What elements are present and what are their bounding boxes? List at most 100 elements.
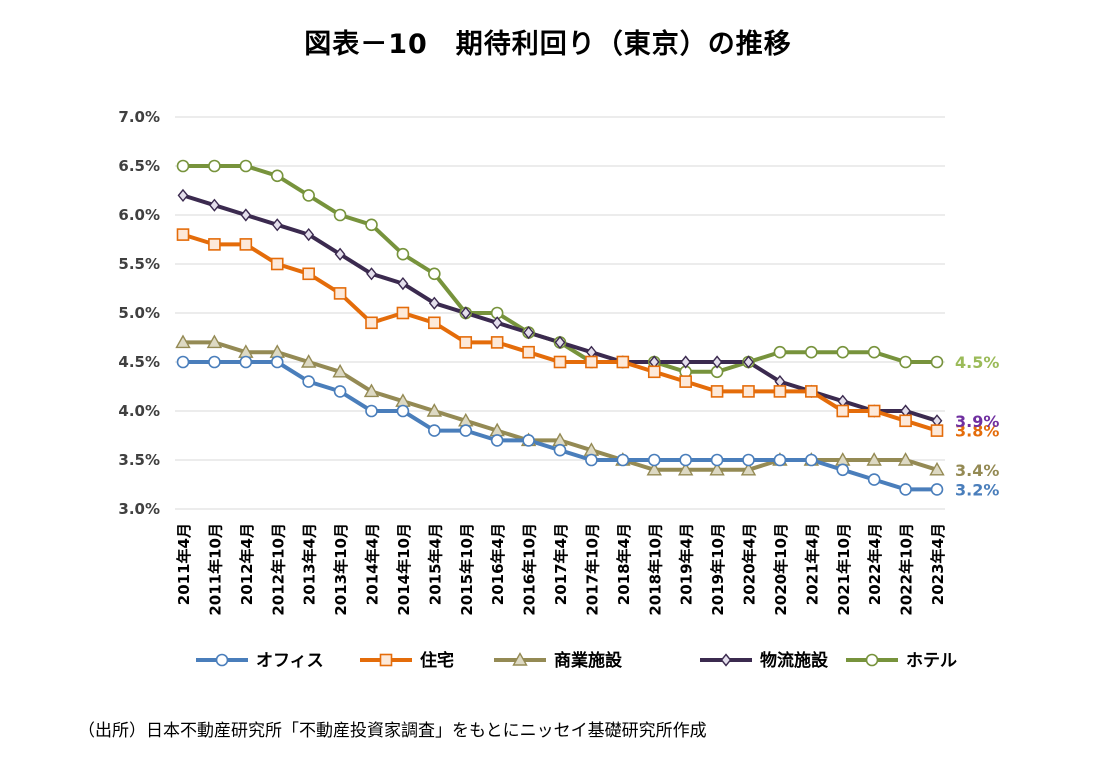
y-tick-label: 6.5% — [118, 157, 160, 175]
data-point — [428, 267, 441, 281]
y-tick-label: 4.5% — [118, 353, 160, 371]
data-point — [805, 453, 818, 467]
data-point — [209, 198, 220, 212]
data-point — [929, 461, 945, 476]
data-point — [177, 188, 189, 203]
data-point — [805, 385, 818, 398]
data-point — [680, 355, 692, 369]
x-tick-label: 2015年4月 — [426, 523, 444, 605]
data-point — [646, 461, 662, 476]
data-point — [616, 453, 630, 467]
data-point — [710, 453, 724, 467]
data-point — [215, 653, 229, 667]
data-point — [396, 247, 410, 261]
series-line — [182, 193, 938, 423]
series-end-label: 3.9% — [955, 412, 999, 431]
x-tick-label: 2011年10月 — [206, 523, 224, 616]
data-point — [866, 452, 882, 466]
data-point — [428, 424, 441, 437]
data-point — [365, 218, 378, 232]
x-tick-label: 2020年10月 — [772, 523, 790, 616]
x-tick-label: 2021年4月 — [803, 523, 821, 605]
data-point — [239, 355, 253, 369]
data-point — [332, 363, 348, 378]
data-point — [867, 473, 881, 486]
data-point — [379, 653, 393, 667]
data-point — [647, 365, 661, 379]
data-point — [428, 296, 440, 310]
data-point — [523, 325, 534, 340]
source-note: （出所）日本不動産研究所「不動産投資家調査」をもとにニッセイ基礎研究所作成 — [78, 721, 707, 741]
data-point — [366, 267, 377, 281]
chart-title: 図表－10 期待利回り（東京）の推移 — [304, 29, 792, 60]
x-tick-label: 2019年10月 — [709, 523, 727, 616]
data-point — [208, 159, 221, 173]
data-point — [396, 404, 410, 418]
data-point — [930, 483, 944, 496]
data-point — [303, 227, 315, 242]
data-point — [647, 453, 661, 467]
data-point — [585, 453, 598, 467]
x-tick-label: 2022年10月 — [898, 523, 916, 616]
data-point — [426, 403, 443, 417]
data-point — [270, 257, 284, 271]
data-point — [836, 463, 850, 477]
data-point — [334, 247, 346, 261]
data-point — [899, 414, 912, 428]
y-tick-label: 3.0% — [118, 500, 160, 518]
data-point — [491, 316, 503, 330]
data-point — [773, 345, 787, 359]
data-point — [836, 345, 850, 359]
data-point — [585, 355, 598, 369]
data-point — [742, 385, 755, 398]
x-tick-label: 2012年4月 — [238, 523, 256, 605]
data-point — [553, 443, 567, 457]
y-tick-label: 3.5% — [118, 451, 160, 469]
x-tick-label: 2018年4月 — [615, 523, 633, 605]
data-point — [428, 316, 441, 330]
data-point — [175, 334, 191, 349]
data-point — [742, 453, 755, 467]
data-point — [300, 354, 317, 368]
x-tick-label: 2017年4月 — [552, 523, 570, 605]
series-markers — [175, 159, 945, 496]
data-point — [490, 434, 504, 447]
legend-label: 物流施設 — [760, 650, 829, 671]
x-tick-label: 2014年10月 — [395, 523, 413, 616]
y-axis-ticks: 3.0% 3.5% 4.0% 4.5% 5.0% 5.5% 6.0% 6.5% 7.0% — [118, 108, 160, 518]
data-point — [710, 385, 724, 398]
data-point — [208, 355, 221, 369]
data-point — [365, 316, 378, 330]
data-point — [208, 238, 221, 251]
legend-label: 住宅 — [420, 650, 454, 671]
data-point — [270, 169, 284, 183]
data-point — [396, 306, 410, 320]
x-tick-label: 2012年10月 — [269, 523, 287, 616]
data-point — [740, 461, 757, 476]
data-point — [490, 336, 504, 349]
data-point — [522, 434, 535, 447]
data-point — [333, 287, 347, 300]
data-point — [239, 238, 253, 251]
data-point — [865, 653, 879, 667]
legend-label: オフィス — [256, 651, 324, 671]
x-tick-label: 2016年4月 — [489, 523, 507, 605]
x-tick-label: 2013年10月 — [332, 523, 350, 616]
data-point — [206, 334, 223, 349]
data-point — [773, 385, 787, 398]
data-point — [616, 355, 630, 369]
legend-label: 商業施設 — [554, 650, 623, 671]
data-point — [271, 218, 283, 232]
x-tick-label: 2014年4月 — [364, 523, 382, 605]
data-point — [365, 404, 378, 418]
x-tick-label: 2013年4月 — [301, 523, 319, 605]
data-point — [867, 404, 881, 418]
y-tick-label: 7.0% — [118, 108, 160, 126]
data-point — [333, 208, 347, 222]
x-tick-label: 2018年10月 — [646, 523, 664, 616]
data-point — [743, 355, 754, 369]
y-tick-label: 5.0% — [118, 304, 160, 322]
data-point — [302, 189, 315, 202]
series-end-label: 3.2% — [955, 480, 999, 499]
